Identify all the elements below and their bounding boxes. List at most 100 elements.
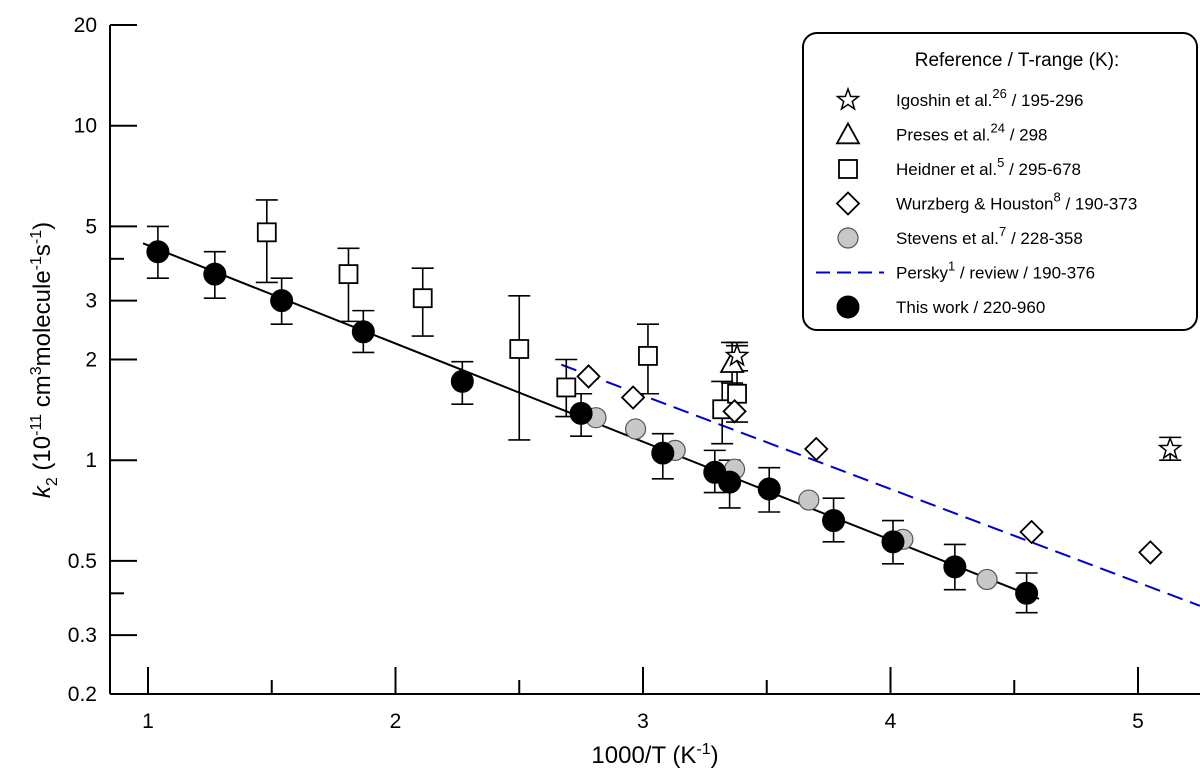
legend-name: Stevens et al. <box>896 229 999 248</box>
this-work-point <box>450 369 474 393</box>
stevens-et-al-point <box>798 489 820 511</box>
y-axis-title-mid3: s <box>29 244 56 256</box>
legend-heidner-et-al-label: Heidner et al.5 / 295-678 <box>896 155 1081 179</box>
stevens-et-al-point <box>976 568 998 591</box>
y-tick-label: 0.5 <box>68 550 97 573</box>
legend-this-work-label: This work / 220-960 <box>896 298 1045 317</box>
y-tick-label: 0.2 <box>68 683 97 706</box>
legend: Reference / T-range (K): Igoshin et al.2… <box>802 32 1198 331</box>
heidner-et-al-point <box>412 288 433 309</box>
wurzberg-houston-point <box>803 436 829 462</box>
legend-name: Preses et al. <box>896 126 991 145</box>
y-axis-title-mid1: cm <box>29 375 56 414</box>
error-bars <box>146 199 1182 614</box>
legend-ref: 24 <box>991 121 1005 136</box>
legend-range: / 190-373 <box>1061 195 1138 214</box>
heidner-et-al-point <box>509 339 530 359</box>
legend-name: This work <box>896 298 969 317</box>
legend-stevens-et-al-label: Stevens et al.7 / 228-358 <box>896 224 1083 248</box>
legend-range: / 220-960 <box>969 298 1046 317</box>
legend-ref: 26 <box>992 86 1006 101</box>
y-axis-title: k2 (10-11 cm3molecule-1s-1) <box>28 222 61 498</box>
heidner-et-al-point <box>256 222 277 243</box>
legend-range: / 295-678 <box>1004 160 1081 179</box>
heidner-et-al-point <box>638 346 658 366</box>
y-axis-title-pre: (10 <box>29 436 56 477</box>
y-axis-title-mid2: molecule <box>29 270 56 366</box>
heidner-et-al-point <box>727 383 747 404</box>
y-tick-label: 1 <box>85 449 97 472</box>
y-axis-title-sub: 2 <box>44 477 61 486</box>
x-axis-title-sup: -1 <box>696 741 710 758</box>
x-tick-label: 2 <box>390 710 402 733</box>
this-work-point <box>569 401 593 425</box>
y-tick-label: 2 <box>85 349 97 372</box>
y-tick-label: 20 <box>74 14 97 37</box>
legend-name: Wurzberg & Houston <box>896 195 1053 214</box>
legend-ref: 5 <box>997 155 1004 170</box>
legend-box <box>802 32 1198 331</box>
wurzberg-houston-point <box>1138 540 1163 565</box>
y-axis-title-end: ) <box>29 222 56 230</box>
this-work-point <box>351 320 375 344</box>
legend-this-work-marker <box>836 295 860 319</box>
this-work-point <box>881 530 905 554</box>
legend-igoshin-et-al-label: Igoshin et al.26 / 195-296 <box>896 86 1083 110</box>
this-work-point <box>270 289 294 313</box>
persky-review-line <box>560 363 1200 607</box>
x-axis-title: 1000/T (K-1) <box>591 741 718 769</box>
wurzberg-houston-point <box>722 399 747 424</box>
legend-range: / 195-296 <box>1007 91 1084 110</box>
x-axis-title-base: 1000/T (K <box>591 742 696 769</box>
y-axis-title-sup3: -1 <box>28 256 45 270</box>
legend-persky-label: Persky1 / review / 190-376 <box>896 259 1095 283</box>
this-work-point <box>146 240 170 264</box>
y-axis-title-sup4: -1 <box>28 230 45 244</box>
legend-name: Igoshin et al. <box>896 91 992 110</box>
legend-ref: 8 <box>1053 190 1060 205</box>
legend-preses-et-al-marker <box>835 121 861 145</box>
this-work-point <box>651 441 675 465</box>
heidner-et-al-point <box>556 377 577 398</box>
this-work-point <box>943 555 967 579</box>
legend-preses-et-al-label: Preses et al.24 / 298 <box>896 121 1048 145</box>
legend-title: Reference / T-range (K): <box>915 50 1120 71</box>
legend-wurzberg-houston-label: Wurzberg & Houston8 / 190-373 <box>896 190 1137 214</box>
legend-range: / 298 <box>1005 126 1048 145</box>
this-work-point <box>757 477 781 501</box>
wurzberg-houston-point <box>1019 519 1044 545</box>
igoshin-et-al-point <box>1157 435 1183 460</box>
heidner-et-al-point <box>338 264 359 285</box>
legend-ref: 7 <box>999 224 1006 239</box>
y-tick-label: 3 <box>85 290 97 313</box>
axis-ticks: 1 2 3 4 5 0.2 0.3 0.5 1 2 3 5 10 20 <box>68 14 1144 733</box>
wurzberg-houston-point <box>576 364 601 389</box>
legend-name: Persky <box>896 264 948 283</box>
legend-igoshin-et-al-marker <box>835 86 861 111</box>
legend-range: / 228-358 <box>1006 229 1083 248</box>
legend-ref: 1 <box>948 259 955 274</box>
x-axis-title-end: ) <box>711 742 719 769</box>
y-axis-title-sup1: -11 <box>28 414 45 436</box>
x-tick-label: 1 <box>142 710 154 733</box>
x-tick-label: 3 <box>637 710 649 733</box>
this-work-point <box>1015 581 1039 605</box>
data-points <box>146 222 1183 605</box>
legend-heidner-et-al-marker <box>838 159 858 179</box>
legend-wurzberg-houston-marker <box>835 191 861 216</box>
y-tick-label: 10 <box>74 115 97 138</box>
legend-stevens-et-al-marker <box>837 227 859 249</box>
stevens-et-al-point <box>624 418 647 440</box>
igoshin-et-al-point <box>724 342 750 367</box>
y-axis-title-var: k <box>29 484 56 498</box>
y-axis-title-sup2: 3 <box>28 366 45 375</box>
legend-name: Heidner et al. <box>896 160 997 179</box>
this-work-point <box>203 262 227 286</box>
this-work-point <box>822 509 846 533</box>
y-tick-label: 0.3 <box>68 624 97 647</box>
this-work-point <box>718 470 742 494</box>
legend-range: / review / 190-376 <box>955 264 1095 283</box>
x-tick-label: 5 <box>1132 710 1144 733</box>
